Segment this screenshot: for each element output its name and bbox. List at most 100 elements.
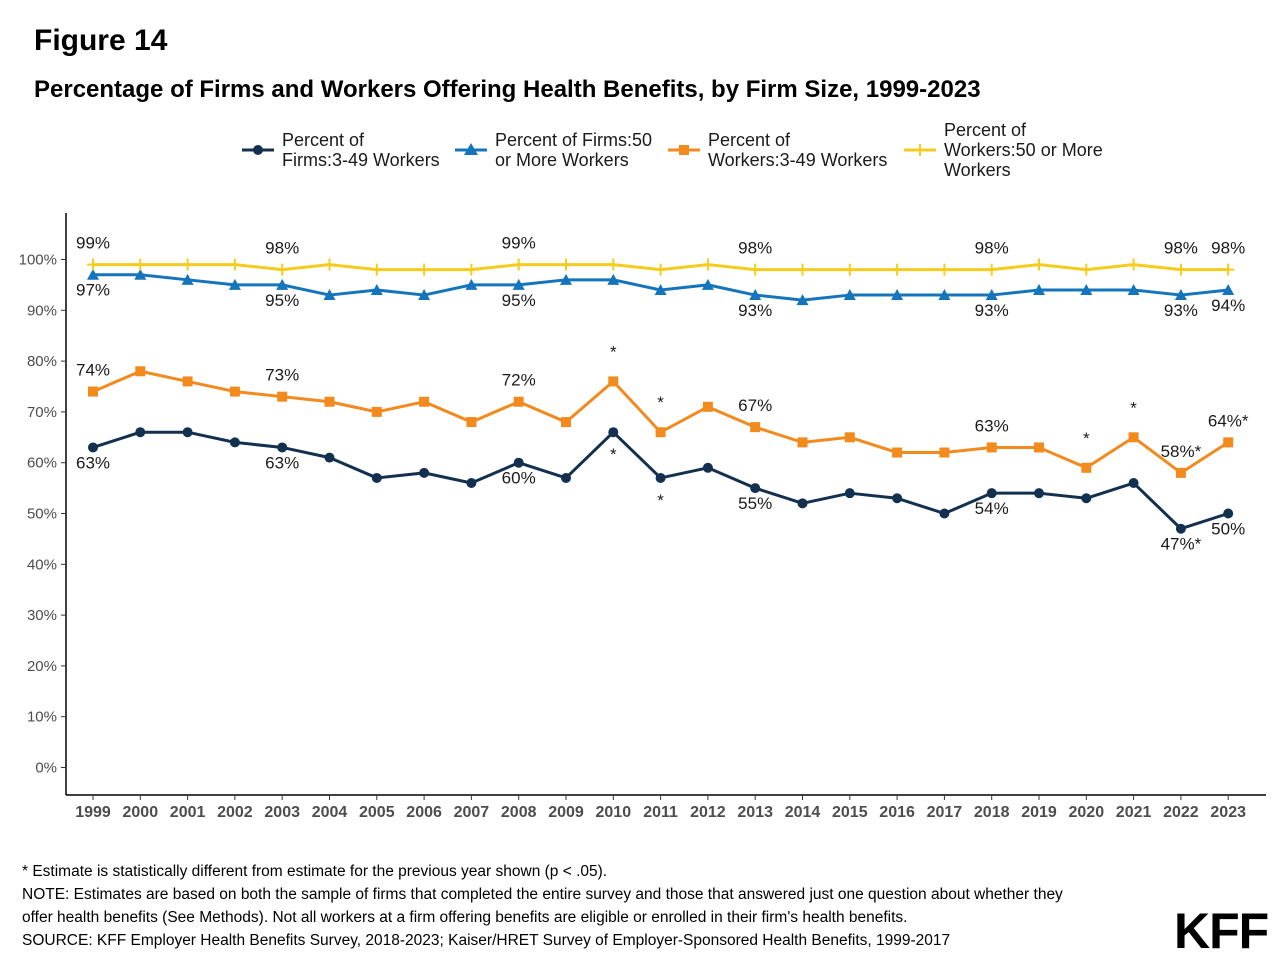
x-tick-label: 2009: [548, 804, 584, 820]
data-point: [513, 396, 524, 407]
data-label: 98%: [265, 239, 299, 258]
data-label: 93%: [975, 301, 1009, 320]
data-point: [892, 493, 903, 504]
data-label: 99%: [502, 234, 536, 253]
x-tick-label: 2001: [170, 804, 206, 820]
data-label: 67%: [738, 396, 772, 415]
data-point: [1081, 493, 1092, 504]
data-point: [749, 289, 762, 301]
x-tick-label: 2022: [1163, 804, 1199, 820]
data-point: [1127, 283, 1140, 295]
y-tick-label: 40%: [27, 556, 57, 573]
data-point: [701, 278, 714, 290]
data-point: [939, 508, 950, 519]
y-tick-label: 70%: [27, 404, 57, 421]
data-point: [986, 442, 997, 453]
data-point: [277, 442, 288, 453]
data-point: [844, 488, 855, 499]
x-tick-label: 2011: [643, 804, 678, 820]
figure-label: Figure 14: [34, 24, 168, 57]
x-tick-label: 2010: [596, 804, 632, 820]
data-point: [797, 437, 808, 448]
x-tick-label: 2003: [264, 804, 300, 820]
data-point: [88, 386, 98, 397]
x-tick-label: 2014: [785, 804, 821, 820]
data-label: 94%: [1211, 296, 1245, 315]
data-point: [419, 467, 430, 478]
data-point: [654, 283, 667, 295]
data-point: [1081, 462, 1092, 473]
y-tick-label: 20%: [27, 658, 57, 675]
x-tick-label: 2002: [217, 804, 253, 820]
data-point: [1033, 283, 1045, 295]
data-point: [750, 422, 761, 433]
y-tick-label: 10%: [27, 709, 57, 726]
data-point: [702, 462, 713, 473]
y-tick-label: 90%: [27, 302, 57, 319]
legend-key-plus: [904, 144, 936, 156]
data-point: [655, 427, 666, 438]
data-point: [1223, 508, 1234, 519]
data-label: 50%: [1211, 520, 1245, 539]
data-point: [277, 391, 288, 402]
legend-item-workers-3-49: Percent of Workers:3-49 Workers: [666, 130, 887, 170]
kff-logo: KFF: [1174, 903, 1269, 959]
x-tick-label: 2019: [1021, 804, 1057, 820]
data-point: [182, 376, 193, 387]
data-point: [1174, 289, 1187, 301]
data-label: *: [610, 445, 617, 464]
x-tick-label: 2005: [359, 804, 395, 820]
data-label: *: [1130, 398, 1137, 417]
data-point: [135, 366, 146, 377]
data-point: [419, 396, 430, 407]
data-point: [324, 452, 335, 463]
data-point: [466, 478, 477, 489]
data-label: 98%: [1164, 239, 1198, 258]
data-point: [796, 294, 809, 306]
data-point: [465, 278, 478, 290]
data-point: [88, 442, 98, 453]
data-point: [324, 396, 335, 407]
y-tick-label: 50%: [27, 506, 57, 523]
data-point: [513, 457, 524, 468]
data-point: [229, 437, 240, 448]
legend-key-circle: [242, 145, 274, 155]
data-point: [87, 268, 99, 280]
data-label: 98%: [1211, 239, 1245, 258]
series-line-2: [92, 369, 1230, 475]
chart-title: Percentage of Firms and Workers Offering…: [34, 76, 981, 103]
data-label: 54%: [975, 499, 1009, 518]
data-label: 55%: [738, 494, 772, 513]
x-tick-label: 2018: [974, 804, 1010, 820]
data-point: [985, 289, 998, 301]
data-point: [702, 401, 713, 412]
x-tick-label: 2006: [406, 804, 442, 820]
data-point: [1128, 432, 1139, 443]
legend-key-triangle: [455, 143, 487, 155]
data-label: 60%: [502, 469, 536, 488]
data-point: [561, 417, 571, 428]
data-point: [371, 472, 382, 483]
data-point: [466, 417, 477, 428]
data-label: 63%: [76, 453, 110, 472]
x-tick-label: 2012: [690, 804, 726, 820]
data-point: [1223, 437, 1234, 448]
data-label: *: [610, 342, 617, 361]
data-label: 93%: [1164, 301, 1198, 320]
data-point: [135, 427, 146, 438]
chart-legend: Percent of Firms:3-49 Workers Percent of…: [0, 120, 1280, 188]
data-point: [938, 289, 951, 301]
data-point: [750, 483, 761, 494]
note-methods: NOTE: Estimates are based on both the sa…: [22, 886, 1063, 903]
data-point: [1034, 488, 1044, 499]
line-chart: 0% 10% 20% 30% 40% 50% 60% 70% 80% 90% 100% 1999 200…: [19, 213, 1266, 820]
legend-label: Percent of Workers:50 or More Workers: [944, 120, 1103, 180]
data-point: [843, 289, 856, 301]
data-point: [797, 498, 808, 509]
legend-label: Percent of Firms:50 or More Workers: [495, 130, 653, 170]
y-tick-label: 80%: [27, 353, 57, 370]
data-label: 95%: [265, 291, 299, 310]
data-point: [418, 289, 431, 301]
data-point: [1175, 467, 1186, 478]
data-label: 47%*: [1161, 535, 1202, 554]
